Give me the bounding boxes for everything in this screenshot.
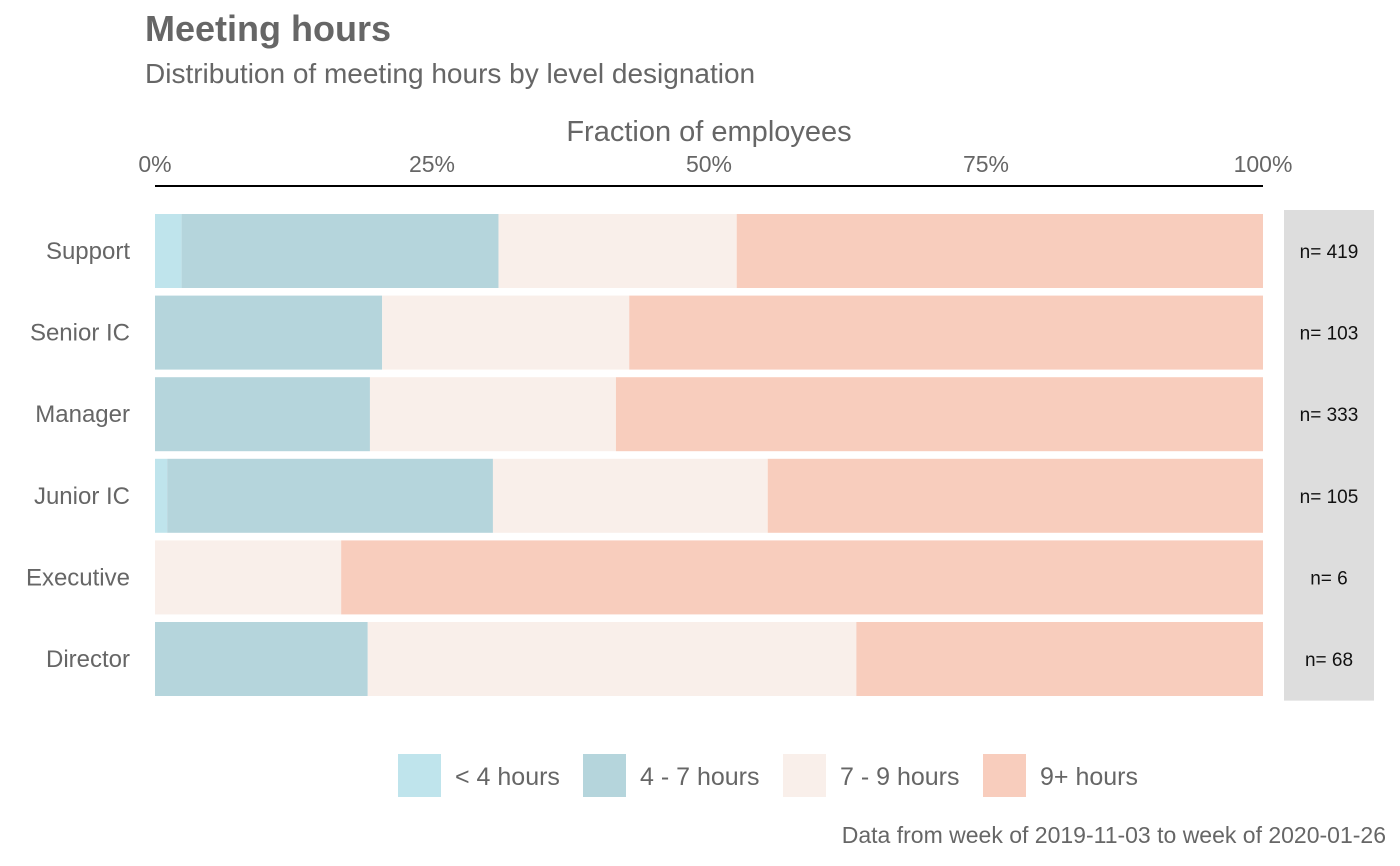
- legend-label: 4 - 7 hours: [640, 763, 760, 791]
- bar-segment: [155, 214, 182, 288]
- bars: Support Senior IC Manager Junior IC Executiv…: [26, 214, 1263, 696]
- legend: < 4 hours 4 - 7 hours 7 - 9 hours 9+ hours: [398, 754, 1138, 797]
- x-tick-label: 50%: [686, 151, 732, 177]
- count-label: n= 419: [1300, 242, 1359, 263]
- count-panel: n= 419 n= 103 n= 333 n= 105 n= 6 n= 68: [1284, 210, 1374, 701]
- count-label: n= 103: [1300, 324, 1359, 345]
- bar-segment: [767, 458, 1263, 533]
- legend-swatch: [983, 754, 1026, 797]
- bar-segment: [155, 540, 342, 615]
- legend-label: 7 - 9 hours: [840, 763, 960, 791]
- x-tick-label: 100%: [1234, 151, 1293, 177]
- category-label: Manager: [35, 401, 130, 428]
- count-label: n= 333: [1300, 405, 1359, 426]
- bar-segment: [181, 214, 499, 288]
- x-axis-title: Fraction of employees: [566, 116, 851, 148]
- category-label: Support: [46, 238, 130, 265]
- bar-segment: [498, 214, 737, 288]
- bar-segment: [382, 295, 630, 370]
- count-label: n= 6: [1310, 568, 1348, 589]
- chart-title: Meeting hours: [145, 8, 392, 49]
- legend-swatch: [583, 754, 626, 797]
- x-tick-label: 75%: [963, 151, 1009, 177]
- chart-caption: Data from week of 2019-11-03 to week of …: [841, 822, 1386, 848]
- chart-subtitle: Distribution of meeting hours by level d…: [145, 58, 756, 89]
- count-label: n= 68: [1305, 650, 1353, 671]
- bar-segment: [155, 377, 370, 452]
- category-label: Executive: [26, 564, 130, 591]
- category-label: Senior IC: [30, 320, 130, 347]
- category-label: Director: [46, 646, 130, 673]
- legend-label: 9+ hours: [1040, 763, 1138, 791]
- bar-segment: [167, 458, 493, 533]
- bar-segment: [492, 458, 768, 533]
- count-panel-background: [1284, 210, 1374, 701]
- x-tick-label: 25%: [409, 151, 455, 177]
- category-label: Junior IC: [34, 483, 130, 510]
- bar-segment: [341, 540, 1263, 615]
- bar-segment: [155, 295, 383, 370]
- bar-segment: [155, 622, 368, 696]
- legend-label: < 4 hours: [455, 763, 560, 791]
- legend-swatch: [783, 754, 826, 797]
- bar-segment: [736, 214, 1263, 288]
- x-tick-label: 0%: [138, 151, 171, 177]
- bar-segment: [856, 622, 1263, 696]
- count-label: n= 105: [1300, 487, 1359, 508]
- legend-swatch: [398, 754, 441, 797]
- bar-segment: [155, 458, 168, 533]
- bar-segment: [367, 622, 857, 696]
- bar-segment: [615, 377, 1263, 452]
- x-axis: Fraction of employees 0% 25% 50% 75% 100%: [138, 116, 1293, 187]
- bar-segment: [369, 377, 616, 452]
- bar-segment: [629, 295, 1263, 370]
